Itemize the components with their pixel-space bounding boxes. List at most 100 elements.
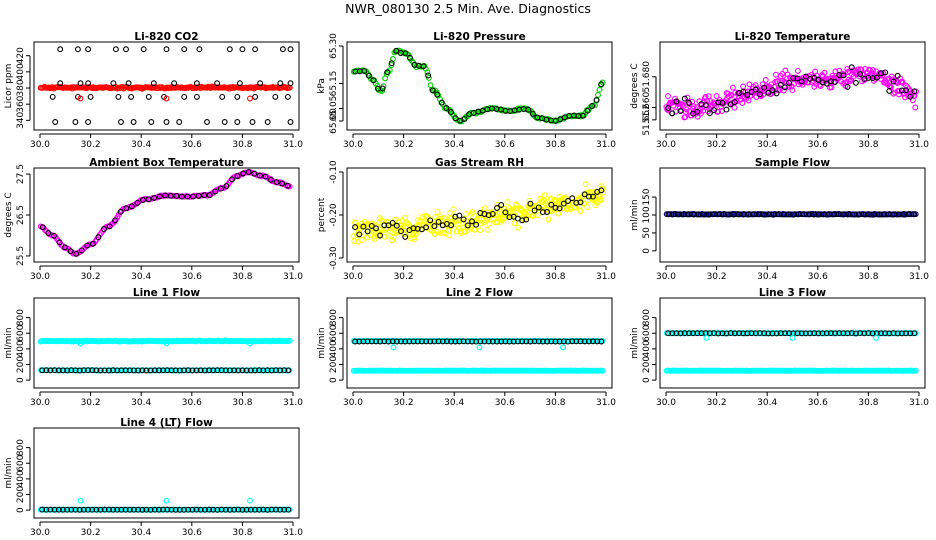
series-line-2-ref [352, 338, 605, 345]
data-point [886, 87, 893, 94]
data-point [464, 222, 471, 229]
data-point [193, 93, 200, 100]
data-point [677, 108, 684, 115]
data-point [665, 93, 671, 100]
x-tick-label: 30.2 [81, 272, 101, 282]
series-pressure [350, 47, 606, 125]
data-point [143, 367, 150, 374]
data-point [74, 46, 81, 53]
data-point [594, 338, 601, 345]
chart-title: Li-820 CO2 [134, 31, 198, 43]
data-point [719, 99, 726, 106]
data-point [67, 248, 74, 255]
x-tick-label: 30.2 [707, 140, 727, 150]
data-point [236, 80, 243, 87]
data-point [673, 330, 680, 337]
data-point [514, 338, 521, 345]
series-pressure-ref [352, 47, 605, 124]
data-point [681, 330, 688, 337]
y-tick-label: -0.10 [329, 160, 339, 184]
data-point [434, 91, 441, 98]
data-point [590, 193, 596, 200]
data-point [547, 195, 554, 202]
data-point [222, 367, 229, 374]
data-point [77, 80, 84, 87]
data-point [450, 206, 457, 213]
data-point [870, 67, 876, 74]
data-point [240, 170, 247, 177]
y-tick-label: 800 [16, 439, 26, 456]
data-point [64, 506, 71, 513]
data-point [429, 87, 436, 94]
data-point [218, 506, 225, 513]
data-point [582, 181, 589, 188]
data-point [47, 506, 54, 513]
data-point [577, 338, 584, 345]
data-point [894, 72, 901, 79]
data-point [239, 46, 246, 53]
data-point [89, 240, 96, 247]
data-point [485, 338, 492, 345]
data-point [882, 69, 889, 76]
y-tick-label: 800 [642, 309, 652, 326]
x-tick-label: 30.0 [656, 398, 676, 408]
data-point [285, 367, 292, 374]
series-line-2-dips [390, 344, 566, 351]
data-point [398, 228, 404, 235]
x-tick-label: 30.6 [495, 398, 515, 408]
data-point [171, 80, 178, 87]
x-tick-label: 30.0 [30, 272, 50, 282]
data-point [773, 330, 780, 337]
data-point [456, 338, 463, 345]
x-tick-label: 30.6 [808, 140, 828, 150]
chart-title: Line 1 Flow [133, 287, 200, 299]
data-point [365, 72, 372, 79]
y-axis-label: degrees C [630, 63, 640, 108]
data-point [115, 93, 122, 100]
x-tick-label: 31.0 [283, 272, 303, 282]
data-point [147, 506, 154, 513]
data-point [128, 93, 135, 100]
data-point [252, 46, 259, 53]
data-point [73, 250, 80, 257]
data-point [421, 219, 428, 226]
data-point [402, 233, 409, 240]
data-point [226, 367, 233, 374]
x-tick-label: 31.0 [283, 140, 303, 150]
data-point [214, 506, 221, 513]
y-axis-label: percent [317, 197, 327, 232]
data-point [461, 115, 468, 122]
data-point [105, 506, 112, 513]
data-point [47, 367, 54, 374]
data-point [235, 506, 242, 513]
data-point [869, 330, 876, 337]
x-tick-label: 30.2 [394, 398, 414, 408]
data-point [97, 506, 104, 513]
data-point [581, 338, 588, 345]
data-point [139, 506, 146, 513]
data-point [272, 367, 279, 374]
data-point [731, 104, 738, 111]
y-tick-label: 0 [16, 377, 26, 383]
x-tick-label: 30.0 [656, 140, 676, 150]
y-axis-label: degrees C [4, 192, 14, 237]
y-tick-label: 600 [329, 324, 339, 341]
data-point [748, 330, 755, 337]
data-point [364, 338, 371, 345]
y-tick-label: -0.30 [329, 246, 339, 270]
data-point [762, 77, 769, 83]
data-point [680, 103, 687, 110]
data-point [373, 338, 379, 345]
x-tick-label: 30.2 [394, 140, 414, 150]
data-point [163, 46, 170, 53]
data-point [423, 212, 430, 219]
x-tick-label: 30.4 [757, 272, 777, 282]
data-point [595, 91, 601, 98]
data-point [212, 188, 219, 195]
data-point [448, 338, 455, 345]
data-point [176, 119, 183, 125]
data-point [231, 367, 238, 374]
y-tick-label: 65.15 [329, 71, 339, 97]
data-point [584, 107, 591, 114]
x-tick-label: 30.0 [343, 140, 363, 150]
